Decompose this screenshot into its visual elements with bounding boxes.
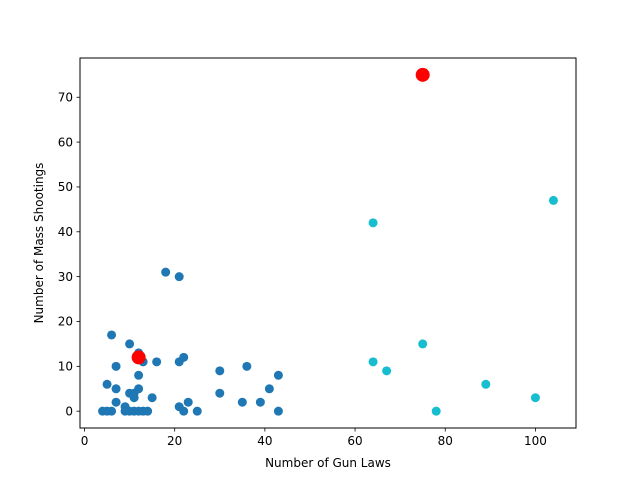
- data-point: [183, 397, 193, 407]
- data-point: [161, 267, 171, 277]
- x-tick-label: 80: [438, 434, 453, 448]
- data-point: [255, 397, 265, 407]
- y-tick-label: 20: [58, 315, 73, 329]
- data-point: [273, 406, 283, 416]
- y-axis-label: Number of Mass Shootings: [32, 163, 46, 324]
- y-tick-label: 10: [58, 360, 73, 374]
- data-point: [152, 357, 162, 367]
- x-axis: 0 20 40 60 80 100: [81, 428, 547, 448]
- data-point: [192, 406, 202, 416]
- data-point: [134, 370, 144, 380]
- data-point: [418, 339, 428, 349]
- y-tick-label: 0: [65, 404, 73, 418]
- data-point: [147, 393, 157, 403]
- data-point: [125, 339, 135, 349]
- data-point: [237, 397, 247, 407]
- y-tick-label: 70: [58, 90, 73, 104]
- y-axis: 0 10 20 30 40 50 60 70: [58, 90, 80, 418]
- x-tick-label: 60: [347, 434, 362, 448]
- data-point: [179, 406, 189, 416]
- highlight-point: [131, 350, 146, 365]
- plot-frame: [79, 57, 577, 429]
- data-point: [368, 218, 378, 228]
- x-axis-label: Number of Gun Laws: [265, 456, 391, 470]
- data-point: [179, 352, 189, 362]
- data-point: [111, 397, 121, 407]
- data-point: [107, 330, 117, 340]
- data-point: [143, 406, 153, 416]
- data-point: [273, 370, 283, 380]
- data-point: [111, 361, 121, 371]
- x-tick-label: 0: [81, 434, 89, 448]
- x-tick-label: 100: [524, 434, 547, 448]
- y-tick-label: 60: [58, 135, 73, 149]
- data-point: [215, 366, 225, 376]
- data-point: [111, 384, 121, 394]
- data-point: [548, 195, 558, 205]
- data-point: [481, 379, 491, 389]
- data-point: [382, 366, 392, 376]
- data-point: [242, 361, 252, 371]
- data-point: [102, 379, 112, 389]
- data-point: [215, 388, 225, 398]
- y-tick-label: 50: [58, 180, 73, 194]
- x-tick-label: 40: [257, 434, 272, 448]
- highlight-point: [415, 67, 430, 82]
- data-point: [174, 272, 184, 282]
- data-point: [530, 393, 540, 403]
- data-point: [368, 357, 378, 367]
- x-tick-label: 20: [167, 434, 182, 448]
- y-tick-label: 40: [58, 225, 73, 239]
- data-point: [264, 384, 274, 394]
- data-point: [431, 406, 441, 416]
- data-point: [107, 406, 117, 416]
- y-tick-label: 30: [58, 270, 73, 284]
- points-layer: [98, 67, 558, 416]
- data-point: [134, 384, 144, 394]
